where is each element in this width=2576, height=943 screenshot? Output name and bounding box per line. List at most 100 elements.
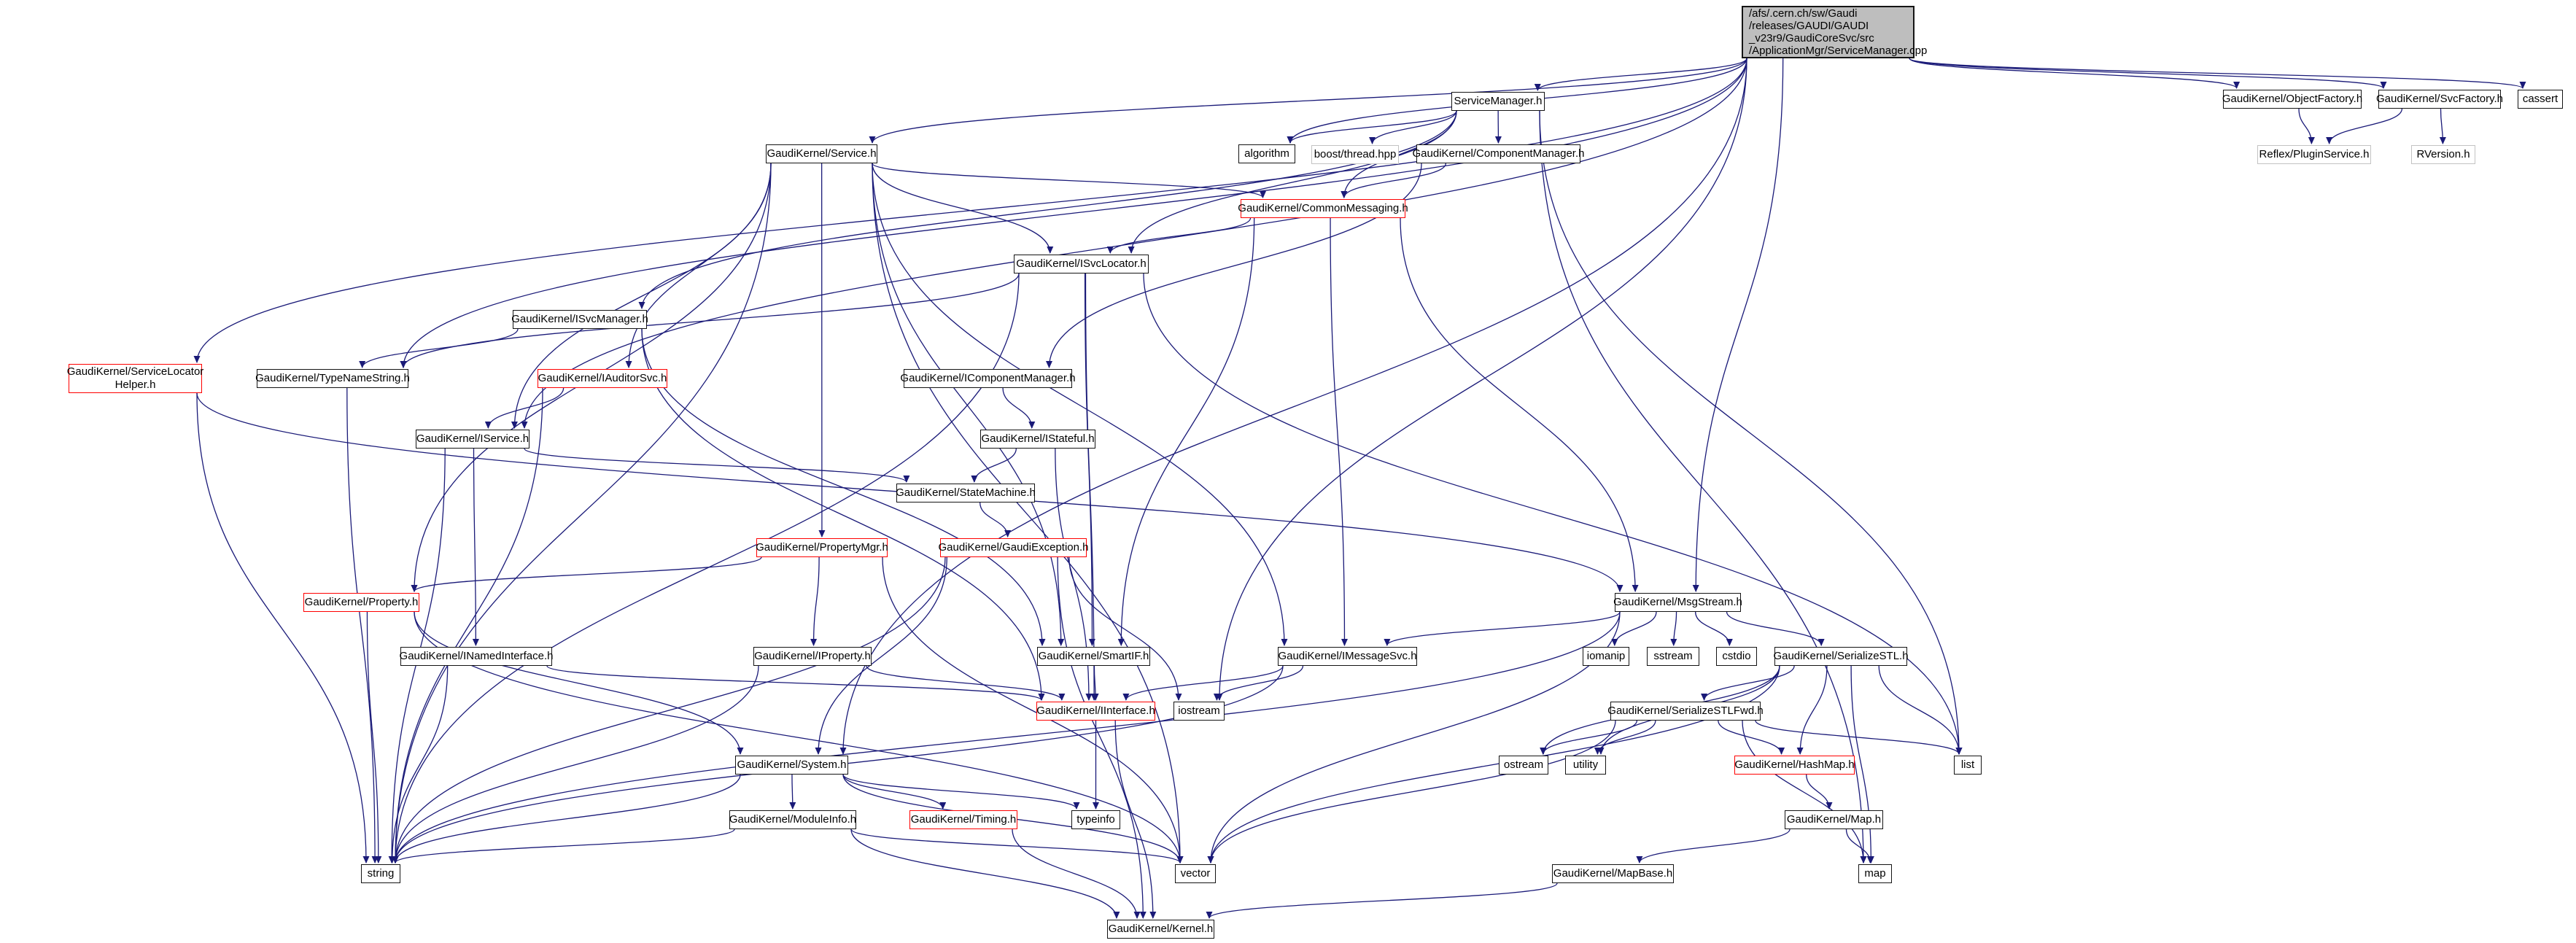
edge-timing-to-kernel xyxy=(1012,828,1141,919)
edge-serialize-stl-to-serialize-stl-fwd xyxy=(1701,665,1795,701)
node-vector: vector xyxy=(1175,864,1216,883)
node-iservice[interactable]: GaudiKernel/IService.h xyxy=(416,430,529,449)
edge-property-to-string xyxy=(366,611,382,864)
edge-cpp-to-system xyxy=(839,58,1747,755)
edge-common-messaging-to-msg-stream xyxy=(1400,217,1639,592)
edge-service-locator-helper-to-string xyxy=(196,392,370,864)
node-map-h[interactable]: GaudiKernel/Map.h xyxy=(1785,810,1883,829)
node-sstream: sstream xyxy=(1647,647,1699,666)
edge-map-base-to-kernel xyxy=(1206,882,1558,919)
edge-isvc-locator-to-string xyxy=(392,273,1020,864)
edge-msg-stream-to-serialize-stl xyxy=(1726,611,1825,646)
node-state-machine[interactable]: GaudiKernel/StateMachine.h xyxy=(896,484,1036,502)
edge-isvc-manager-to-iinterface xyxy=(641,328,1045,701)
edge-hash-map-to-map-h xyxy=(1806,774,1833,810)
node-iauditor-svc[interactable]: GaudiKernel/IAuditorSvc.h xyxy=(538,369,667,388)
node-timing[interactable]: GaudiKernel/Timing.h xyxy=(909,810,1017,829)
node-kernel[interactable]: GaudiKernel/Kernel.h xyxy=(1107,920,1214,939)
edge-svc-factory-to-reflex-plugin-service xyxy=(2326,108,2403,144)
edge-isvc-locator-to-type-name-string xyxy=(400,273,1020,368)
edge-service-manager-h-to-common-messaging xyxy=(1341,110,1457,198)
node-service-h[interactable]: GaudiKernel/Service.h xyxy=(766,144,877,163)
node-gaudi-exception[interactable]: GaudiKernel/GaudiException.h xyxy=(939,538,1088,557)
node-object-factory[interactable]: GaudiKernel/ObjectFactory.h xyxy=(2222,90,2362,109)
edge-gaudi-exception-to-iostream xyxy=(1068,556,1182,701)
edge-svc-factory-to-rversion xyxy=(2439,108,2446,144)
edge-isvc-manager-to-type-name-string xyxy=(359,328,519,368)
edge-system-to-typeinfo xyxy=(842,774,1080,810)
node-imessage-svc[interactable]: GaudiKernel/IMessageSvc.h xyxy=(1278,647,1417,666)
edge-system-to-timing xyxy=(842,774,947,810)
node-property-mgr[interactable]: GaudiKernel/PropertyMgr.h xyxy=(756,538,888,557)
edge-common-messaging-to-smart-if xyxy=(1117,217,1255,646)
edge-msg-stream-to-string xyxy=(392,611,1621,864)
edge-service-h-to-smart-if xyxy=(872,163,1065,646)
edge-system-to-module-info xyxy=(789,774,796,810)
node-iproperty[interactable]: GaudiKernel/IProperty.h xyxy=(753,647,872,666)
edge-serialize-stl-fwd-to-hash-map xyxy=(1718,720,1785,755)
edge-common-messaging-to-isvc-locator xyxy=(1106,217,1252,254)
edge-object-factory-to-reflex-plugin-service xyxy=(2298,108,2315,144)
edge-inamed-interface-to-iinterface xyxy=(546,665,1045,701)
edge-service-h-to-imessage-svc xyxy=(872,163,1288,646)
node-module-info[interactable]: GaudiKernel/ModuleInfo.h xyxy=(729,810,856,829)
node-common-messaging[interactable]: GaudiKernel/CommonMessaging.h xyxy=(1238,199,1408,218)
node-property[interactable]: GaudiKernel/Property.h xyxy=(303,593,419,612)
edge-serialize-stl-fwd-to-utility xyxy=(1594,720,1656,755)
edge-service-h-to-string xyxy=(392,163,772,864)
node-icomponent-manager[interactable]: GaudiKernel/IComponentManager.h xyxy=(900,369,1076,388)
edge-service-h-to-iauditor-svc xyxy=(625,163,772,368)
node-isvc-locator[interactable]: GaudiKernel/ISvcLocator.h xyxy=(1014,255,1149,273)
node-svc-factory[interactable]: GaudiKernel/SvcFactory.h xyxy=(2376,90,2503,109)
edge-cpp-to-iostream xyxy=(1216,58,1747,701)
edge-msg-stream-to-cstdio xyxy=(1695,611,1733,646)
edge-service-manager-h-to-algorithm xyxy=(1287,110,1457,144)
edge-cpp-to-service-h xyxy=(869,58,1747,144)
edge-istateful-to-state-machine xyxy=(971,448,1017,483)
node-isvc-manager[interactable]: GaudiKernel/ISvcManager.h xyxy=(511,310,648,329)
node-typeinfo: typeinfo xyxy=(1071,810,1120,829)
edge-iauditor-svc-to-string xyxy=(392,387,543,864)
edge-cpp-to-object-factory xyxy=(1909,58,2240,89)
node-service-locator-helper[interactable]: GaudiKernel/ServiceLocator Helper.h xyxy=(67,364,203,393)
edge-map-h-to-map-base xyxy=(1636,828,1791,864)
edge-iproperty-to-string xyxy=(392,665,759,864)
edge-cpp-to-type-name-string xyxy=(400,58,1747,368)
edge-component-manager-to-common-messaging xyxy=(1341,163,1446,198)
node-serialize-stl[interactable]: GaudiKernel/SerializeSTL.h xyxy=(1773,647,1909,666)
node-system[interactable]: GaudiKernel/System.h xyxy=(735,756,848,775)
node-map-base[interactable]: GaudiKernel/MapBase.h xyxy=(1552,864,1674,883)
edge-module-info-to-vector xyxy=(850,828,1184,864)
node-component-manager[interactable]: GaudiKernel/ComponentManager.h xyxy=(1413,144,1585,163)
edge-isvc-locator-to-smart-if xyxy=(1084,273,1095,646)
node-rversion: RVersion.h xyxy=(2411,145,2475,164)
edge-serialize-stl-to-hash-map xyxy=(1796,665,1828,755)
edge-property-mgr-to-iproperty xyxy=(810,556,820,646)
node-iinterface[interactable]: GaudiKernel/IInterface.h xyxy=(1036,702,1155,721)
edge-msg-stream-to-imessage-svc xyxy=(1384,611,1621,646)
node-hash-map[interactable]: GaudiKernel/HashMap.h xyxy=(1734,756,1855,775)
node-type-name-string[interactable]: GaudiKernel/TypeNameString.h xyxy=(255,369,410,388)
node-cpp: /afs/.cern.ch/sw/Gaudi /releases/GAUDI/G… xyxy=(1742,6,1927,58)
edge-smart-if-to-iinterface xyxy=(1092,665,1099,701)
node-istateful[interactable]: GaudiKernel/IStateful.h xyxy=(980,430,1095,449)
node-iomanip: iomanip xyxy=(1583,647,1629,666)
edge-cpp-to-svc-factory xyxy=(1909,58,2387,89)
node-serialize-stl-fwd[interactable]: GaudiKernel/SerializeSTLFwd.h xyxy=(1607,702,1764,721)
edge-serialize-stl-to-list xyxy=(1878,665,1963,755)
node-service-manager-h[interactable]: ServiceManager.h xyxy=(1451,92,1545,111)
edge-property-mgr-to-vector xyxy=(882,556,1184,864)
edge-icomponent-manager-to-istateful xyxy=(1002,387,1036,429)
edge-iauditor-svc-to-iservice xyxy=(484,387,565,429)
node-string: string xyxy=(361,864,400,883)
node-smart-if[interactable]: GaudiKernel/SmartIF.h xyxy=(1037,647,1150,666)
edge-gaudi-exception-to-kernel xyxy=(1057,556,1147,919)
edge-cpp-to-service-manager-h xyxy=(1534,58,1747,91)
node-algorithm: algorithm xyxy=(1238,144,1295,163)
node-inamed-interface[interactable]: GaudiKernel/INamedInterface.h xyxy=(400,647,553,666)
node-iostream: iostream xyxy=(1173,702,1225,721)
node-msg-stream[interactable]: GaudiKernel/MsgStream.h xyxy=(1613,593,1742,612)
edge-property-to-system xyxy=(414,611,744,755)
